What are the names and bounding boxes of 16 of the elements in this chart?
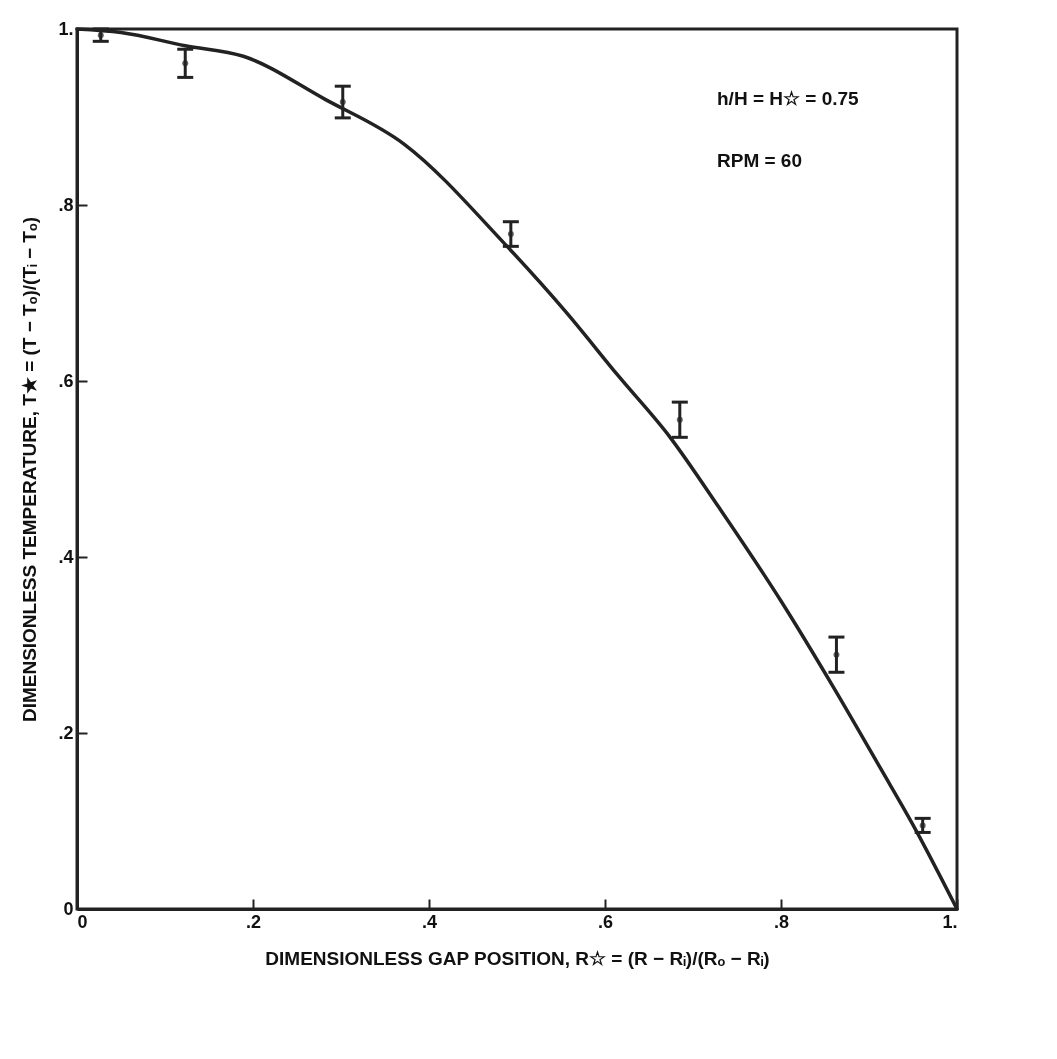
y-tick-label: .4 [58,546,74,567]
y-tick-label: .2 [58,722,74,743]
y-axis-title: DIMENSIONLESS TEMPERATURE, T★ = (T − Tₒ)/(Tᵢ − Tₒ) [19,216,41,723]
annotation: h/H = H☆ = 0.75 [717,88,860,109]
x-tick-label: .6 [597,911,614,932]
annotation: RPM = 60 [717,150,803,171]
x-tick-label: .4 [421,911,438,932]
x-tick-label: .8 [773,911,790,932]
x-axis-title: DIMENSIONLESS GAP POSITION, R☆ = (R − Rᵢ)/(Rₒ − Rᵢ) [265,947,770,969]
y-tick-label: 0 [63,898,74,919]
x-tick-label: 1. [942,911,958,932]
y-tick-label: 1. [58,18,74,39]
y-tick-label: .6 [58,370,74,391]
x-tick-label: 0 [77,911,88,932]
x-tick-label: .2 [245,911,262,932]
y-tick-label: .8 [58,194,74,215]
